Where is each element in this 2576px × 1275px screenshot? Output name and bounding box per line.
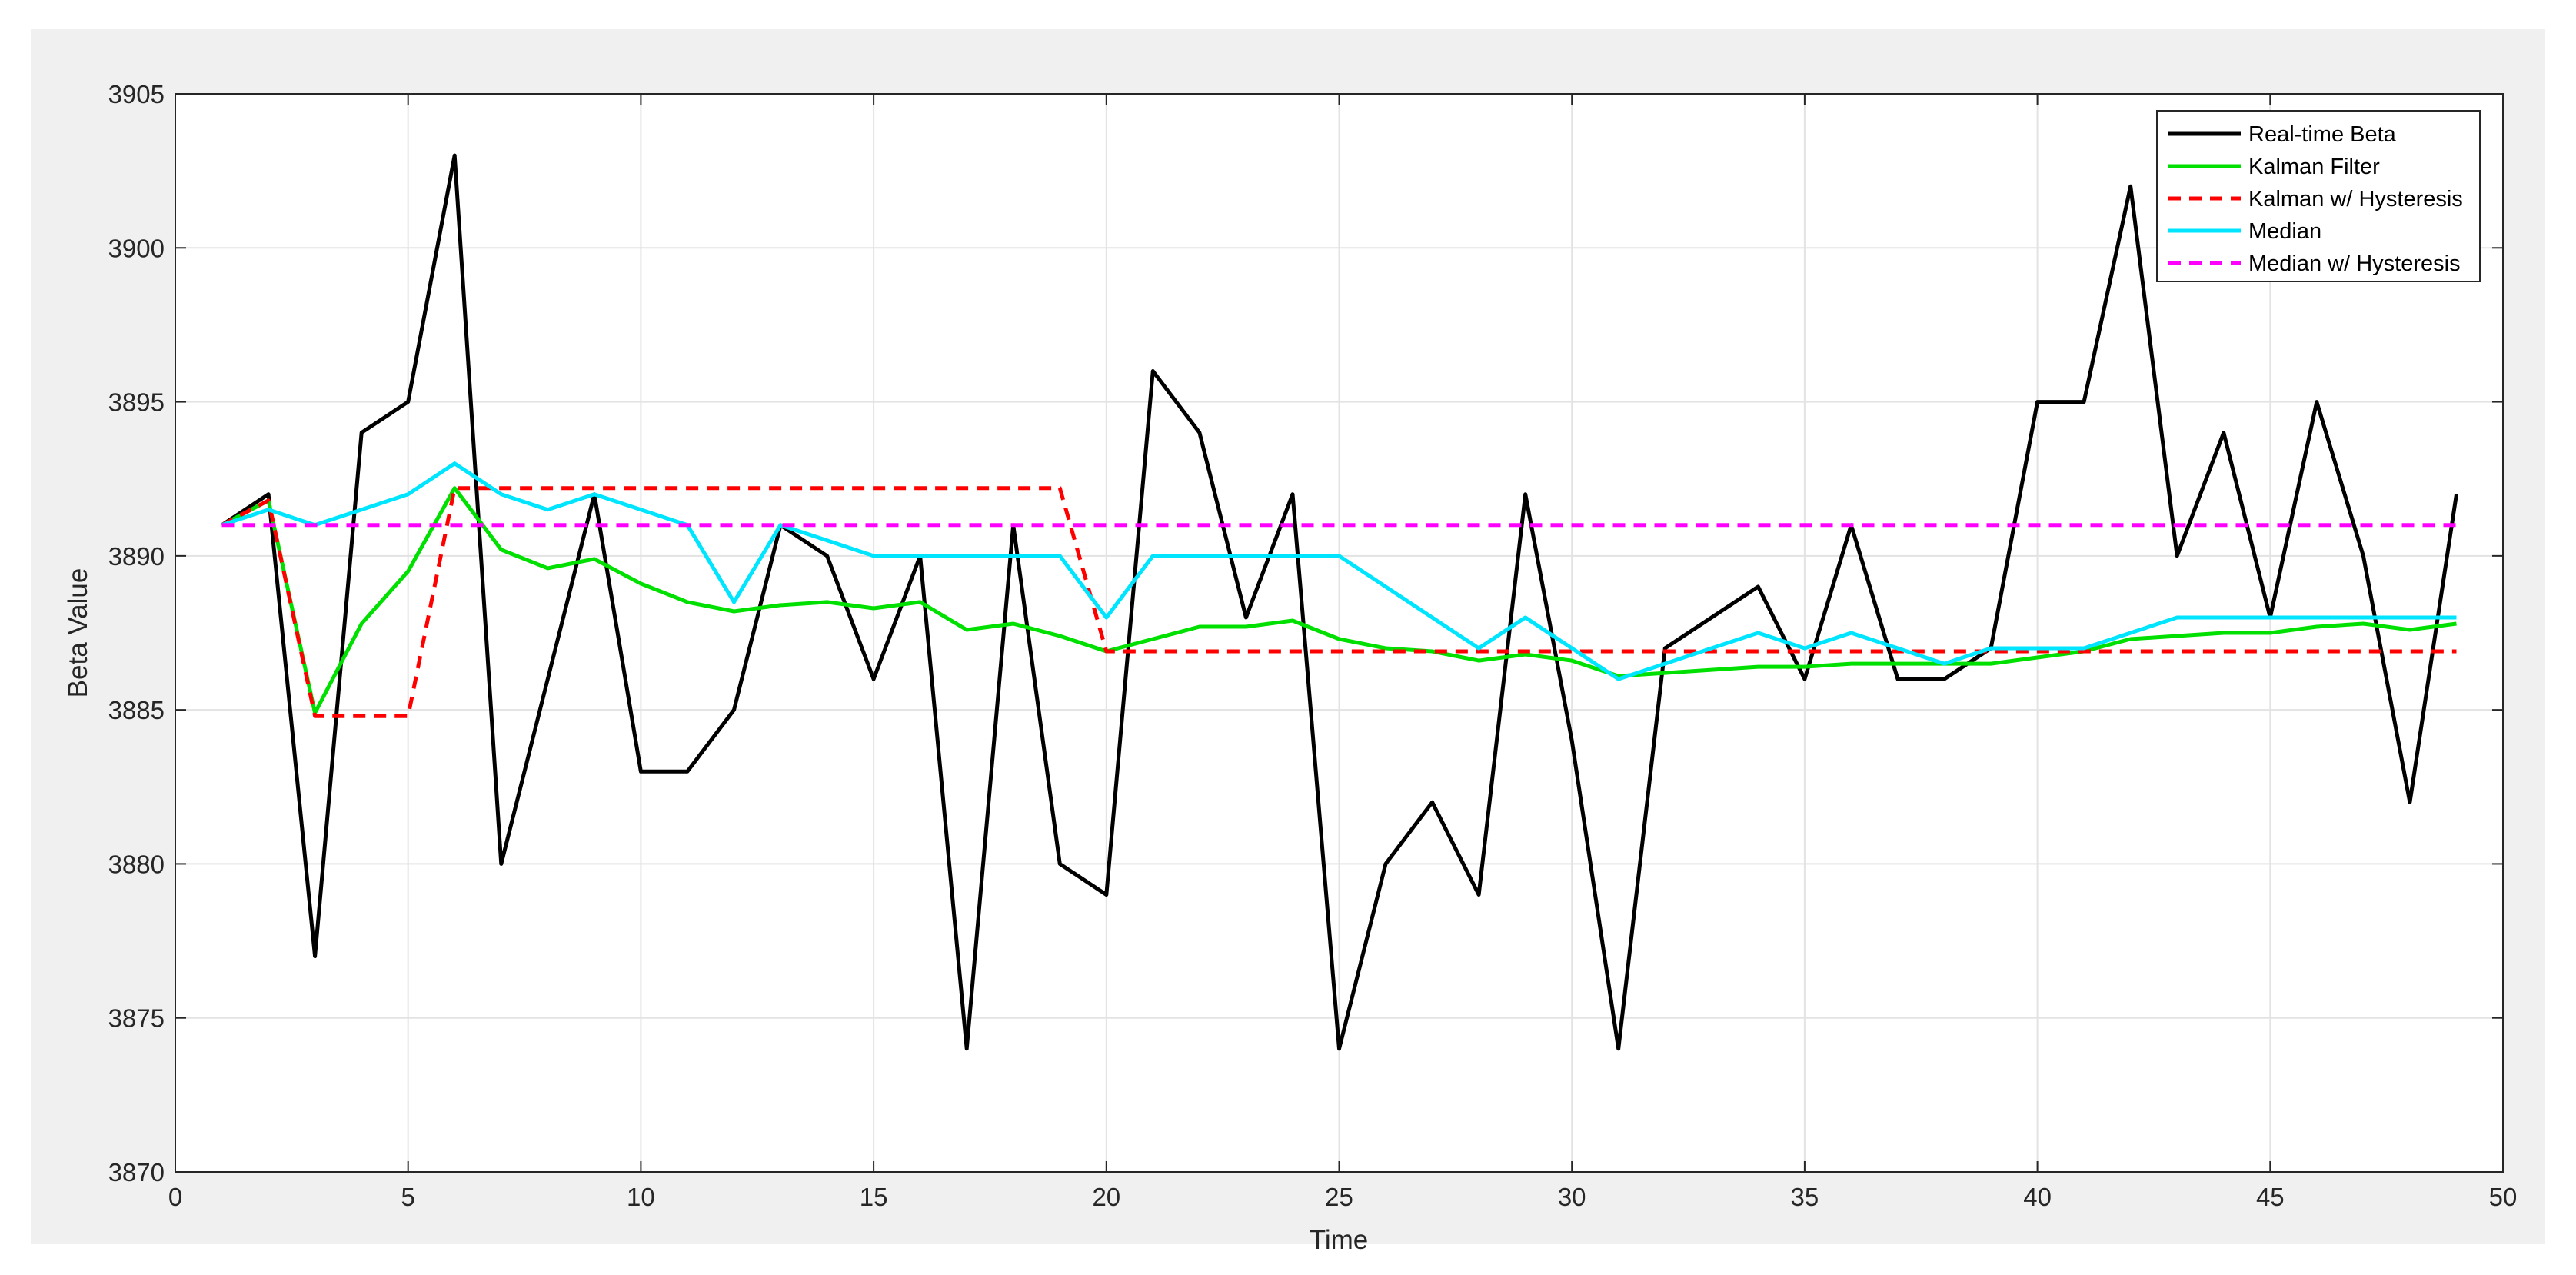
x-tick-label: 10 <box>627 1183 655 1211</box>
x-tick-label: 45 <box>2256 1183 2285 1211</box>
y-tick-label: 3905 <box>108 80 165 108</box>
legend-label-3: Median <box>2248 219 2321 244</box>
y-tick-label: 3895 <box>108 388 165 417</box>
x-tick-label: 40 <box>2023 1183 2052 1211</box>
legend: Real-time Beta Kalman Filter Kalman w/ Hys… <box>2156 110 2481 282</box>
legend-box <box>2156 110 2481 282</box>
legend-label-1: Kalman Filter <box>2248 155 2380 179</box>
tick-labels: 0 5 10 15 20 25 30 35 40 45 50 3870 3875 3880 3885 3890… <box>108 80 2518 1211</box>
legend-label-0: Real-time Beta <box>2248 122 2397 147</box>
series-layer <box>221 153 2458 1051</box>
y-tick-label: 3880 <box>108 850 165 878</box>
y-axis-label: Beta Value <box>63 568 93 698</box>
x-tick-label: 20 <box>1092 1183 1120 1211</box>
series-line-3 <box>221 461 2457 681</box>
x-tick-label: 0 <box>168 1183 182 1211</box>
x-tick-label: 35 <box>1791 1183 1819 1211</box>
legend-label-2: Kalman w/ Hysteresis <box>2248 187 2463 211</box>
y-tick-label: 3890 <box>108 542 165 571</box>
x-tick-label: 30 <box>1558 1183 1586 1211</box>
x-tick-label: 15 <box>860 1183 888 1211</box>
x-axis-label: Time <box>1310 1225 1368 1255</box>
legend-label-4: Median w/ Hysteresis <box>2248 251 2461 276</box>
y-tick-label: 3870 <box>108 1158 165 1187</box>
x-tick-label: 5 <box>401 1183 415 1211</box>
y-tick-label: 3885 <box>108 696 165 724</box>
y-tick-label: 3875 <box>108 1004 165 1033</box>
ticks <box>175 93 2504 1173</box>
x-tick-label: 25 <box>1325 1183 1353 1211</box>
y-tick-label: 3900 <box>108 234 165 262</box>
series-line-2 <box>221 486 2457 718</box>
x-tick-label: 50 <box>2489 1183 2518 1211</box>
